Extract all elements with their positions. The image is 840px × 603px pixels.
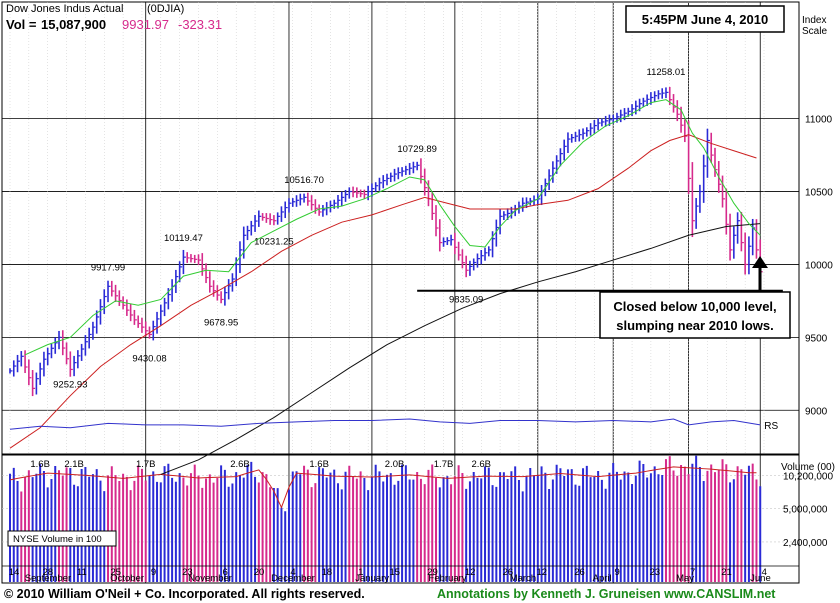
- volume-peak-label: 1.6B: [309, 459, 329, 470]
- last-price: 9931.97: [122, 17, 169, 32]
- volume-label: Vol =: [6, 17, 37, 32]
- moving-average-50: [9, 134, 757, 449]
- x-month-label: March: [510, 573, 536, 584]
- price-tick-label: 10000: [805, 260, 833, 271]
- x-day-label: 7: [690, 567, 695, 578]
- price-change: -323.31: [178, 17, 222, 32]
- volume-panel-frame: [1, 454, 800, 584]
- rs-line-label: RS: [764, 421, 778, 432]
- x-day-label: 12: [537, 567, 548, 578]
- x-day-label: 6: [222, 567, 227, 578]
- x-day-label: 23: [182, 567, 193, 578]
- volume-peak-label: 2.0B: [385, 459, 405, 470]
- volume-peak-label: 1.6B: [30, 459, 50, 470]
- price-annotation-label: 9678.95: [204, 317, 238, 328]
- volume-value: 15,087,900: [41, 17, 106, 32]
- index-scale-label-1: Index: [802, 15, 826, 26]
- x-day-label: 9: [615, 567, 620, 578]
- x-day-label: 14: [9, 567, 20, 578]
- credit-text: Annotations by Kenneth J. Gruneisen www.…: [437, 587, 776, 601]
- volume-peak-label: 1.7B: [136, 459, 156, 470]
- timestamp: 5:45PM June 4, 2010: [642, 12, 768, 27]
- price-annotation-label: 9917.99: [91, 262, 125, 273]
- x-month-label: November: [188, 573, 232, 584]
- chart-title: Dow Jones Indus Actual: [6, 3, 123, 15]
- volume-average-line: [9, 466, 757, 509]
- x-month-label: October: [110, 573, 144, 584]
- volume-peak-label: 2.1B: [64, 459, 84, 470]
- price-annotation-label: 9252.93: [53, 379, 87, 390]
- x-day-label: 23: [650, 567, 661, 578]
- annotation-arrow-head: [752, 256, 768, 268]
- relative-strength-line: [9, 418, 761, 430]
- price-tick-label: 9500: [805, 333, 828, 344]
- price-annotation-label: 10516.70: [284, 175, 324, 186]
- price-bars: [9, 86, 763, 397]
- moving-average-200: [160, 223, 761, 475]
- indicator-lines: [9, 99, 783, 509]
- price-annotation-label: 11258.01: [647, 67, 686, 78]
- price-annotation-label: 10231.25: [254, 237, 294, 248]
- x-day-label: 11: [77, 567, 87, 578]
- chart-symbol: (0DJIA): [147, 3, 184, 15]
- index-scale-label-2: Scale: [802, 26, 827, 37]
- price-tick-label: 10500: [805, 188, 833, 199]
- timestamp-box: [625, 5, 785, 33]
- moving-average-10: [24, 99, 761, 356]
- x-day-label: 4: [290, 567, 295, 578]
- price-panel: [1, 1, 800, 455]
- x-day-label: 1: [358, 567, 363, 578]
- volume-tick-label: 2,400,000: [783, 538, 828, 549]
- volume-tick-label: 5,000,000: [783, 504, 828, 515]
- copyright-text: © 2010 William O'Neil + Co. Incorporated…: [4, 587, 365, 601]
- volume-axis-title: Volume (00): [781, 462, 835, 473]
- x-day-label: 29: [427, 567, 438, 578]
- nyse-volume-label: NYSE Volume in 100: [13, 534, 102, 545]
- x-month-label: January: [355, 573, 389, 584]
- x-month-label: September: [25, 573, 71, 584]
- volume-peak-label: 1.7B: [434, 459, 454, 470]
- x-day-label: 9: [151, 567, 156, 578]
- x-day-label: 25: [111, 567, 122, 578]
- price-tick-label: 11000: [805, 115, 833, 126]
- x-day-label: 21: [721, 567, 732, 578]
- volume-bars: [9, 455, 762, 582]
- x-day-label: 26: [503, 567, 514, 578]
- price-annotation-label: 9430.08: [132, 354, 166, 365]
- x-month-label: April: [593, 573, 612, 584]
- x-day-label: 15: [389, 567, 400, 578]
- x-month-label: May: [676, 573, 694, 584]
- x-day-label: 18: [322, 567, 333, 578]
- price-annotation-label: 10119.47: [164, 233, 203, 244]
- x-day-label: 28: [43, 567, 54, 578]
- price-tick-label: 9000: [805, 406, 828, 417]
- annotation-line-1: Closed below 10,000 level,: [613, 299, 776, 314]
- annotation-box: [599, 291, 791, 339]
- volume-peak-label: 2.6B: [471, 459, 491, 470]
- price-annotation-label: 9835.09: [449, 294, 483, 305]
- x-month-label: December: [271, 573, 315, 584]
- x-month-label: June: [750, 573, 771, 584]
- volume-peak-label: 2.6B: [230, 459, 250, 470]
- x-day-label: 20: [254, 567, 265, 578]
- x-day-label: 26: [574, 567, 585, 578]
- x-day-label: 4: [762, 567, 767, 578]
- price-annotation-label: 10729.89: [397, 144, 437, 155]
- annotation-line-2: slumping near 2010 lows.: [616, 318, 774, 333]
- volume-tick-label: 10,200,000: [783, 472, 833, 483]
- axes: 9000 9500 10000 10500 11000 10,200,000 5,000,0…: [2, 115, 833, 584]
- nyse-volume-box: [7, 530, 117, 547]
- annotation-labels: 1.6B 2.1B 1.7B 2.6B 1.6B 2.0B 1.7B 2.6B RS 9252.9…: [30, 67, 778, 470]
- x-day-label: 12: [465, 567, 476, 578]
- x-month-label: February: [429, 573, 467, 584]
